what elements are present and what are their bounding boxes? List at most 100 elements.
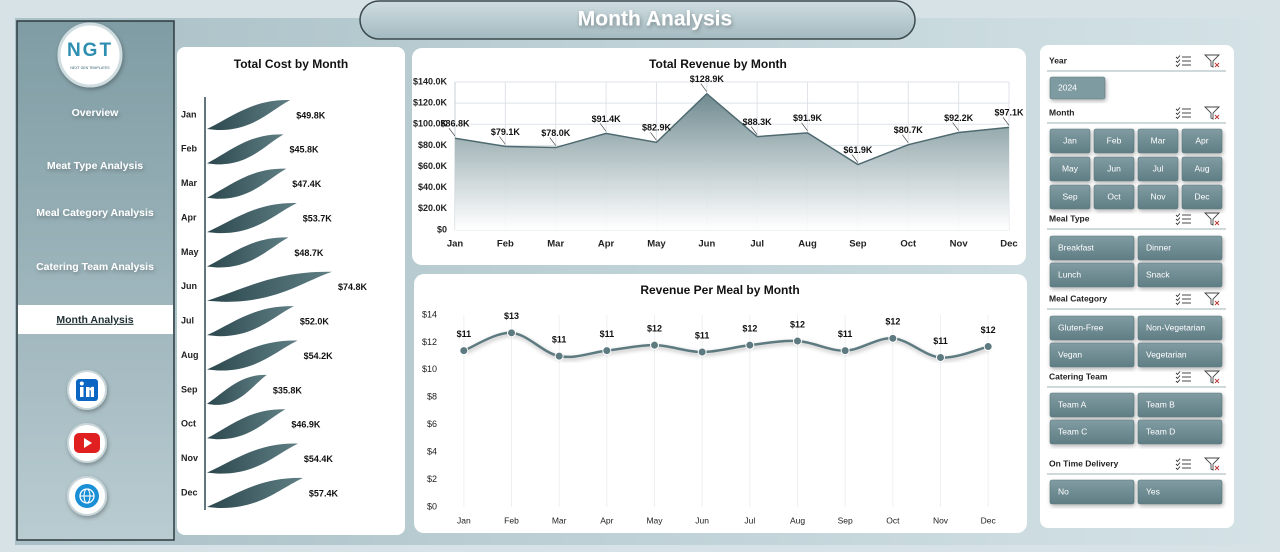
nav-item[interactable]: Meal Category Analysis <box>36 207 154 219</box>
slicer-button[interactable] <box>1049 184 1091 210</box>
slicer-button[interactable] <box>1137 262 1223 288</box>
slicer-button-label[interactable]: Team B <box>1146 399 1175 409</box>
slicer-button[interactable] <box>1181 128 1223 154</box>
clear-filter-icon[interactable] <box>1203 212 1221 226</box>
clear-filter-icon-x[interactable] <box>1214 114 1220 120</box>
slicer-button-label[interactable]: Nov <box>1150 191 1166 201</box>
slicer-button-label[interactable]: Apr <box>1195 135 1208 145</box>
slicer-button[interactable] <box>1181 184 1223 210</box>
nav-item[interactable]: Month Analysis <box>56 314 133 326</box>
clear-filter-icon-x[interactable] <box>1214 465 1220 471</box>
slicer-button-label[interactable]: May <box>1062 163 1079 173</box>
value-label: $11 <box>552 335 567 345</box>
slicer-button[interactable] <box>1049 235 1135 261</box>
multi-select-icon-check[interactable] <box>1175 217 1181 222</box>
slicer-button-label[interactable]: Dec <box>1194 191 1210 201</box>
multi-select-icon-check[interactable] <box>1175 107 1181 112</box>
slicer-button-label[interactable]: Jun <box>1107 163 1121 173</box>
slicer-button-label[interactable]: 2024 <box>1058 82 1077 92</box>
slicer-button[interactable] <box>1049 419 1135 445</box>
multi-select-icon-check[interactable] <box>1175 462 1181 467</box>
value-label: $11 <box>838 329 853 339</box>
multi-select-icon-check[interactable] <box>1175 115 1181 120</box>
multi-select-icon-check[interactable] <box>1175 111 1181 116</box>
slicer-button-label[interactable]: Jan <box>1063 135 1077 145</box>
slicer-button[interactable] <box>1137 315 1223 341</box>
multi-select-icon-check[interactable] <box>1175 221 1181 226</box>
clear-filter-icon[interactable] <box>1203 292 1221 306</box>
clear-filter-icon[interactable] <box>1203 370 1221 384</box>
slicer-button[interactable] <box>1049 315 1135 341</box>
slicer-button-label[interactable]: Gluten-Free <box>1058 322 1104 332</box>
nav-item[interactable]: Overview <box>72 107 120 119</box>
slicer-button[interactable] <box>1137 128 1179 154</box>
slicer-button[interactable] <box>1049 479 1135 505</box>
slicer-button[interactable] <box>1137 419 1223 445</box>
slicer-button-label[interactable]: Aug <box>1194 163 1209 173</box>
multi-select-icon-check[interactable] <box>1175 379 1181 384</box>
slicer-button-label[interactable]: Snack <box>1146 269 1170 279</box>
slicer-button-label[interactable]: Oct <box>1107 191 1121 201</box>
slicer-button-label[interactable]: Vegan <box>1058 349 1082 359</box>
slicer-button[interactable] <box>1137 479 1223 505</box>
multi-select-icon-check[interactable] <box>1175 293 1181 298</box>
clear-filter-icon-x[interactable] <box>1214 378 1220 384</box>
point-marker <box>793 336 802 346</box>
multi-select-icon-check[interactable] <box>1175 59 1181 64</box>
slicer-button[interactable] <box>1049 342 1135 368</box>
slicer-button[interactable] <box>1049 156 1091 182</box>
slicer-button[interactable] <box>1137 184 1179 210</box>
multi-select-icon-check[interactable] <box>1175 301 1181 306</box>
nav-item[interactable]: Meat Type Analysis <box>47 160 143 172</box>
slicer-button-label[interactable]: Team C <box>1058 426 1087 436</box>
clear-filter-icon[interactable] <box>1203 106 1221 120</box>
value-label: $49.8K <box>296 110 326 120</box>
multi-select-icon-check[interactable] <box>1175 458 1181 463</box>
slicer-button[interactable] <box>1093 128 1135 154</box>
point-marker <box>888 333 898 343</box>
clear-filter-icon[interactable] <box>1203 457 1221 471</box>
y-tick-label: $0 <box>427 501 437 511</box>
multi-select-icon-check[interactable] <box>1175 371 1181 376</box>
slicer-button-label[interactable]: Vegetarian <box>1146 349 1187 359</box>
slicer-button[interactable] <box>1137 235 1223 261</box>
slicer-button[interactable] <box>1049 128 1091 154</box>
multi-select-icon-check[interactable] <box>1175 55 1181 60</box>
slicer-button-label[interactable]: Lunch <box>1058 269 1081 279</box>
nav-item[interactable]: Catering Team Analysis <box>36 261 154 273</box>
category-label: Feb <box>181 144 198 154</box>
slicer-button[interactable] <box>1137 156 1179 182</box>
slicer-button-label[interactable]: Dinner <box>1146 242 1171 252</box>
clear-filter-icon-x[interactable] <box>1214 300 1220 306</box>
slicer-button-label[interactable]: No <box>1058 486 1069 496</box>
multi-select-icon-check[interactable] <box>1175 297 1181 302</box>
slicer-button[interactable] <box>1093 156 1135 182</box>
chart-title: Total Revenue by Month <box>649 57 787 71</box>
x-tick-label: Apr <box>600 515 613 525</box>
slicer-button-label[interactable]: Mar <box>1151 135 1166 145</box>
slicer-button[interactable] <box>1049 76 1106 100</box>
slicer-title: Year <box>1049 55 1068 65</box>
slicer-button[interactable] <box>1137 342 1223 368</box>
clear-filter-icon[interactable] <box>1203 54 1221 68</box>
slicer-button-label[interactable]: Yes <box>1146 486 1160 496</box>
slicer-button[interactable] <box>1181 156 1223 182</box>
slicer-button-label[interactable]: Breakfast <box>1058 242 1095 252</box>
multi-select-icon-check[interactable] <box>1175 466 1181 471</box>
clear-filter-icon-x[interactable] <box>1214 62 1220 68</box>
slicer-button[interactable] <box>1093 184 1135 210</box>
slicer-button-label[interactable]: Team A <box>1058 399 1087 409</box>
clear-filter-icon-x[interactable] <box>1214 220 1220 226</box>
slicer-button-label[interactable]: Feb <box>1107 135 1122 145</box>
multi-select-icon-check[interactable] <box>1175 213 1181 218</box>
slicer-button-label[interactable]: Sep <box>1062 191 1077 201</box>
slicer-button[interactable] <box>1049 392 1135 418</box>
slicer-button-label[interactable]: Non-Vegetarian <box>1146 322 1205 332</box>
slicer-button[interactable] <box>1049 262 1135 288</box>
multi-select-icon-check[interactable] <box>1175 63 1181 68</box>
slicer-button-label[interactable]: Jul <box>1153 163 1164 173</box>
slicer-button[interactable] <box>1137 392 1223 418</box>
multi-select-icon-check[interactable] <box>1175 375 1181 380</box>
slicer-button-label[interactable]: Team D <box>1146 426 1175 436</box>
